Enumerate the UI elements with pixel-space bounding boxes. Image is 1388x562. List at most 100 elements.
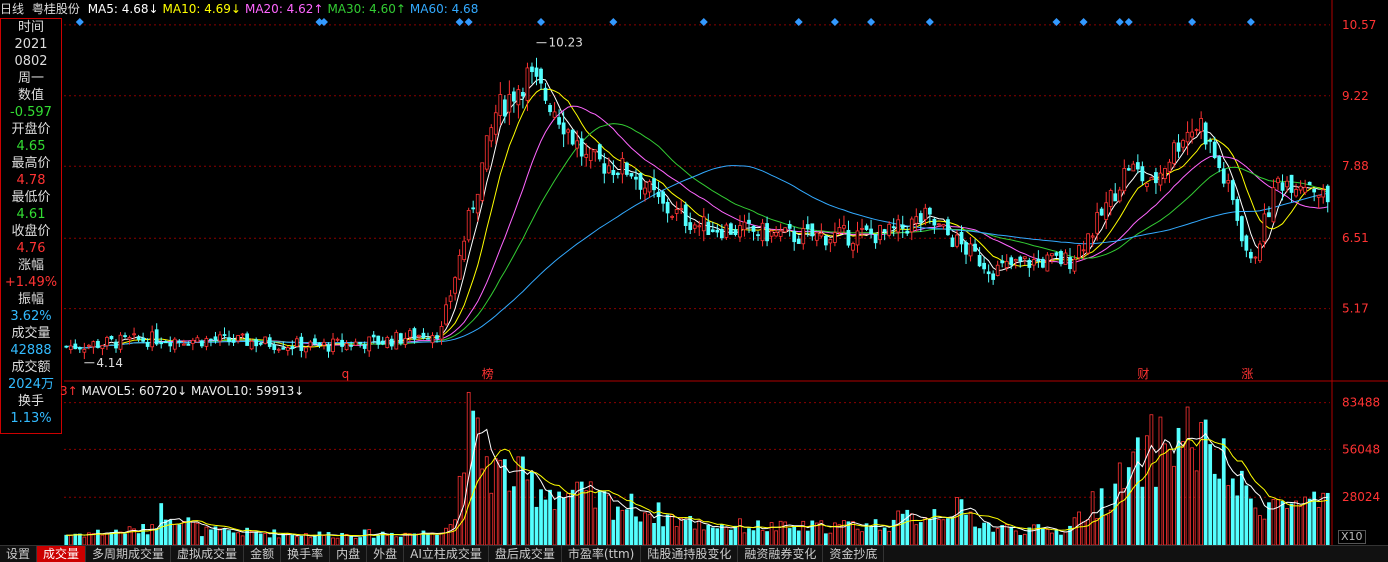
volume-bar: [1145, 435, 1149, 546]
volume-bar: [900, 513, 905, 546]
candle-body: [855, 230, 860, 246]
candle-body: [86, 344, 91, 347]
tab-item[interactable]: 内盘: [330, 546, 368, 562]
volume-bar: [1013, 530, 1018, 546]
volume-bar: [1239, 470, 1244, 546]
candle-body: [516, 89, 521, 106]
volume-bar: [1036, 524, 1041, 546]
volume-bar: [575, 481, 580, 546]
candle-body: [1063, 252, 1068, 265]
ma-legend: 日线 粤桂股份 MA5: 4.68↓ MA10: 4.69↓ MA20: 4.62↑…: [0, 0, 486, 18]
tab-item[interactable]: 虚拟成交量: [171, 546, 245, 562]
candle-body: [290, 346, 295, 349]
diamond-marker-icon: [315, 18, 324, 26]
price-tick-label: 10.57: [1342, 18, 1376, 32]
ma20-line: [66, 105, 1328, 349]
candle-body: [159, 342, 164, 345]
volume-bar: [561, 497, 566, 546]
candle-body: [331, 338, 335, 352]
volume-bar: [1063, 531, 1068, 546]
info-label: 成交额: [11, 360, 51, 375]
tab-item[interactable]: 金额: [244, 546, 282, 562]
tab-item[interactable]: 多周期成交量: [86, 546, 172, 562]
volume-bar: [927, 519, 932, 546]
tab-item[interactable]: 成交量: [37, 546, 87, 562]
candle-body: [991, 273, 996, 280]
candle-body: [181, 343, 186, 346]
volume-bar: [846, 521, 851, 546]
volume-bar: [1262, 518, 1267, 546]
volume-bar: [480, 468, 485, 546]
info-value: 2024万: [7, 377, 55, 392]
volume-bar: [222, 528, 227, 546]
candle-body: [1217, 156, 1222, 168]
info-value: 3.62%: [10, 309, 52, 324]
volume-bar: [403, 532, 408, 546]
volume-bar: [304, 533, 308, 546]
info-value: +1.49%: [4, 275, 58, 290]
tab-item[interactable]: 盘后成交量: [489, 546, 562, 562]
volume-bar: [227, 530, 231, 546]
volume-bar: [82, 536, 87, 546]
volume-bar: [118, 531, 123, 546]
volume-bar: [362, 529, 367, 546]
volume-bar: [864, 523, 869, 546]
volume-bar: [484, 456, 489, 546]
candle-body: [195, 337, 200, 343]
tab-item[interactable]: 市盈率(ttm): [562, 546, 642, 562]
candle-body: [1145, 182, 1149, 188]
volume-bar: [439, 532, 444, 546]
tab-item[interactable]: 换手率: [281, 546, 331, 562]
x10-button[interactable]: X10: [1338, 530, 1366, 544]
info-value: 4.61: [16, 207, 46, 222]
candle-body: [1230, 180, 1235, 201]
price-axis: 5.17 6.51 7.88 9.22 10.57 28024 56048 83488: [1342, 18, 1380, 504]
candle-body: [1235, 198, 1240, 221]
volume-bar: [584, 490, 589, 546]
candle-body: [1176, 142, 1181, 152]
volume-bar: [308, 537, 313, 546]
volume-bar: [385, 534, 390, 546]
volume-bar: [606, 494, 611, 546]
tab-item[interactable]: 资金抄底: [823, 546, 885, 562]
volume-tick-label: 56048: [1342, 442, 1380, 456]
volume-bar: [896, 510, 901, 546]
volume-bar: [683, 520, 688, 546]
price-tick-label: 5.17: [1342, 302, 1369, 316]
tab-item[interactable]: 融资融券变化: [738, 546, 824, 562]
tab-item[interactable]: 设置: [0, 546, 38, 562]
candle-body: [349, 344, 353, 347]
candle-body: [367, 336, 372, 352]
volume-bar: [1149, 414, 1154, 546]
candles: [64, 57, 1330, 360]
info-value: -0.597: [10, 105, 52, 120]
volume-bar: [783, 521, 788, 546]
volume-bar: [331, 537, 335, 546]
candle-body: [471, 207, 476, 210]
volume-bar: [213, 526, 218, 546]
volume-bar: [1022, 533, 1027, 546]
tab-item[interactable]: 陆股通持股变化: [641, 546, 739, 562]
volume-bar: [68, 534, 73, 546]
candle-body: [584, 153, 589, 158]
candle-body: [91, 341, 96, 348]
candle-body: [1059, 251, 1063, 265]
candle-body: [1226, 180, 1231, 184]
candle-body: [914, 216, 919, 224]
candle-body: [163, 340, 168, 344]
volume-bar: [91, 533, 96, 546]
info-label: 数值: [17, 88, 44, 103]
tab-item[interactable]: 外盘: [367, 546, 405, 562]
volume-bar: [692, 528, 697, 546]
volume-bar: [955, 497, 959, 546]
volume-bar: [1176, 427, 1181, 546]
candle-body: [1244, 235, 1249, 251]
volume-bar: [1140, 486, 1145, 546]
candle-body: [792, 230, 797, 243]
period-label[interactable]: 日线: [0, 2, 25, 16]
volume-bar: [163, 519, 168, 546]
candle-body: [620, 157, 625, 175]
tab-item[interactable]: AI立柱成交量: [404, 546, 489, 562]
volume-bar: [1172, 465, 1176, 546]
